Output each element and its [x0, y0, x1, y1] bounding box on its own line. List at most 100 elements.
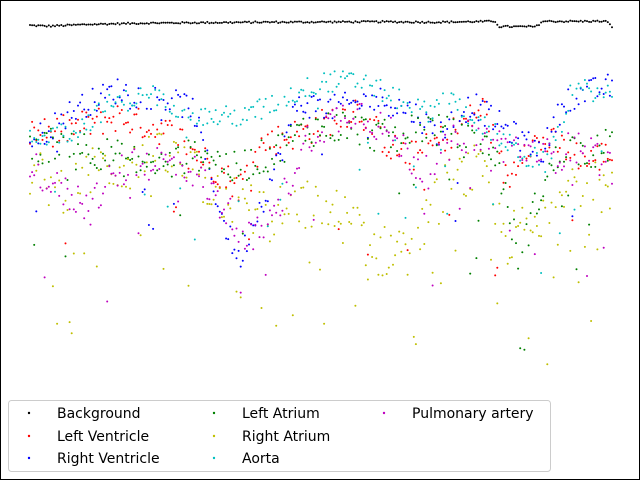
data-point: [206, 149, 209, 152]
data-point: [216, 190, 219, 193]
data-point: [252, 105, 255, 108]
data-point: [431, 284, 434, 287]
data-point: [596, 95, 599, 98]
data-point: [152, 155, 155, 157]
data-point: [362, 123, 365, 126]
data-point: [262, 210, 265, 213]
data-point: [577, 163, 580, 166]
data-point: [608, 23, 611, 26]
data-point: [281, 209, 284, 212]
data-point: [125, 121, 127, 124]
data-point: [77, 136, 79, 139]
data-point: [273, 204, 276, 207]
data-point: [70, 122, 73, 125]
data-point: [170, 97, 173, 100]
data-point: [508, 229, 511, 232]
data-point: [162, 93, 165, 96]
data-point: [239, 291, 242, 294]
data-point: [513, 139, 515, 142]
data-point: [122, 89, 125, 92]
data-point: [469, 104, 472, 107]
legend-marker: [212, 411, 216, 415]
data-point: [519, 347, 522, 350]
data-point: [558, 232, 561, 235]
data-point: [277, 125, 280, 128]
data-point: [588, 162, 591, 165]
data-point: [208, 167, 211, 170]
data-point: [158, 156, 161, 159]
data-point: [229, 207, 232, 210]
data-point: [287, 124, 290, 127]
data-point: [223, 215, 225, 218]
data-point: [335, 114, 338, 116]
data-point: [195, 154, 198, 157]
data-point: [29, 175, 31, 178]
data-point: [331, 203, 334, 206]
data-point: [383, 89, 386, 92]
data-point: [162, 132, 165, 135]
data-point: [127, 21, 129, 24]
data-point: [546, 138, 549, 141]
data-point: [410, 21, 413, 24]
data-point: [306, 180, 309, 183]
data-point: [513, 218, 515, 221]
legend-entry: Right Atrium: [212, 429, 330, 445]
data-point: [93, 155, 96, 158]
data-point: [531, 140, 534, 143]
data-point: [164, 106, 167, 108]
data-point: [241, 232, 244, 235]
data-point: [49, 176, 52, 179]
data-point: [296, 130, 298, 133]
data-point: [412, 156, 415, 159]
data-point: [271, 130, 273, 133]
data-point: [172, 164, 175, 167]
data-point: [510, 172, 513, 175]
data-point: [419, 21, 422, 24]
data-point: [344, 108, 346, 111]
data-point: [571, 94, 574, 96]
data-point: [250, 22, 253, 25]
data-point: [544, 179, 547, 181]
data-point: [444, 21, 447, 23]
data-point: [248, 177, 250, 180]
data-point: [437, 114, 440, 116]
data-point: [250, 223, 253, 226]
data-point: [523, 348, 526, 351]
data-point: [600, 163, 603, 166]
data-point: [475, 257, 478, 260]
data-point: [602, 20, 605, 22]
data-point: [60, 123, 63, 126]
data-point: [193, 141, 196, 143]
data-point: [79, 23, 82, 26]
data-point: [279, 185, 282, 188]
data-point: [191, 157, 194, 160]
data-point: [225, 222, 228, 225]
data-point: [586, 20, 588, 23]
data-point: [223, 21, 225, 24]
data-point: [608, 158, 611, 161]
data-point: [41, 138, 44, 141]
data-point: [41, 158, 44, 161]
data-point: [487, 181, 490, 184]
data-point: [544, 206, 547, 209]
data-point: [158, 89, 161, 92]
data-point: [356, 103, 359, 106]
data-point: [579, 19, 582, 22]
data-point: [250, 189, 253, 192]
data-point: [54, 112, 56, 115]
data-point: [402, 21, 405, 24]
data-point: [492, 138, 495, 141]
data-point: [241, 178, 244, 180]
data-point: [214, 109, 217, 112]
data-point: [74, 210, 77, 213]
data-point: [513, 120, 515, 123]
data-point: [462, 193, 465, 196]
data-point: [158, 143, 161, 146]
data-point: [373, 135, 376, 138]
data-point: [287, 21, 290, 24]
data-point: [262, 20, 265, 23]
data-point: [431, 132, 434, 135]
data-point: [258, 191, 261, 193]
data-point: [369, 118, 371, 121]
data-point: [281, 159, 284, 162]
